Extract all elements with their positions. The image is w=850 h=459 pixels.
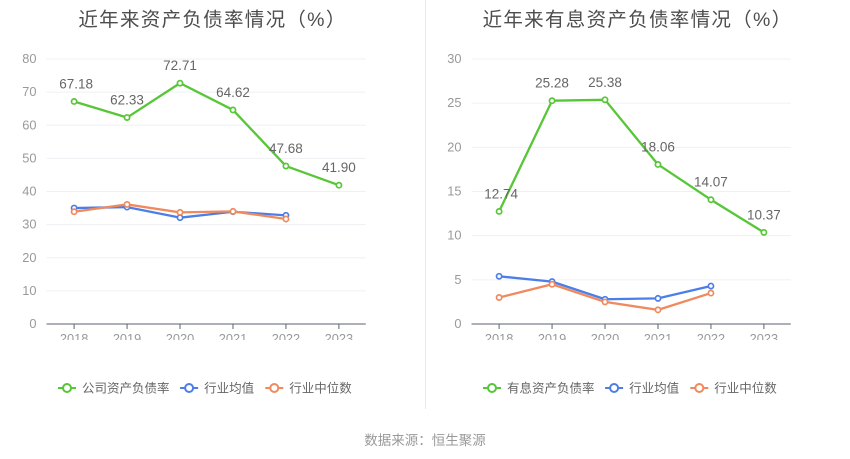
svg-text:60: 60 <box>22 117 36 132</box>
svg-text:30: 30 <box>22 217 36 232</box>
svg-text:2018: 2018 <box>60 331 88 340</box>
svg-text:2020: 2020 <box>166 331 194 340</box>
svg-text:20: 20 <box>22 250 36 265</box>
svg-text:2021: 2021 <box>219 331 247 340</box>
svg-text:2020: 2020 <box>591 331 619 340</box>
svg-text:25: 25 <box>447 95 461 110</box>
svg-text:12.74: 12.74 <box>484 186 518 201</box>
svg-text:40: 40 <box>22 184 36 199</box>
svg-text:10: 10 <box>447 228 461 243</box>
svg-text:25.28: 25.28 <box>535 76 569 91</box>
svg-text:行业均值: 行业均值 <box>629 381 679 396</box>
svg-text:行业均值: 行业均值 <box>204 381 254 396</box>
svg-text:18.06: 18.06 <box>641 139 675 154</box>
svg-text:10.37: 10.37 <box>747 207 781 222</box>
svg-text:10: 10 <box>22 283 36 298</box>
svg-text:62.33: 62.33 <box>110 93 144 108</box>
svg-text:47.68: 47.68 <box>269 141 303 156</box>
svg-text:14.07: 14.07 <box>694 175 728 190</box>
svg-text:15: 15 <box>447 184 461 199</box>
svg-text:72.71: 72.71 <box>163 58 197 73</box>
svg-text:64.62: 64.62 <box>216 85 250 100</box>
svg-text:20: 20 <box>447 139 461 154</box>
svg-text:0: 0 <box>454 316 461 331</box>
svg-text:2021: 2021 <box>644 331 672 340</box>
svg-text:行业中位数: 行业中位数 <box>714 381 777 396</box>
svg-text:公司资产负债率: 公司资产负债率 <box>82 381 170 396</box>
svg-text:2023: 2023 <box>750 331 778 340</box>
svg-text:有息资产负债率: 有息资产负债率 <box>507 381 595 396</box>
svg-text:2019: 2019 <box>113 331 141 340</box>
svg-text:41.90: 41.90 <box>322 160 356 175</box>
svg-text:2022: 2022 <box>272 331 300 340</box>
svg-text:2019: 2019 <box>538 331 566 340</box>
svg-text:67.18: 67.18 <box>59 76 93 91</box>
svg-text:70: 70 <box>22 84 36 99</box>
svg-text:2018: 2018 <box>485 331 513 340</box>
svg-text:2022: 2022 <box>697 331 725 340</box>
svg-text:5: 5 <box>454 272 461 287</box>
svg-text:25.38: 25.38 <box>588 75 622 90</box>
svg-text:80: 80 <box>22 51 36 66</box>
svg-text:50: 50 <box>22 150 36 165</box>
svg-text:2023: 2023 <box>325 331 353 340</box>
svg-text:0: 0 <box>29 316 36 331</box>
svg-text:30: 30 <box>447 51 461 66</box>
svg-text:行业中位数: 行业中位数 <box>289 381 352 396</box>
